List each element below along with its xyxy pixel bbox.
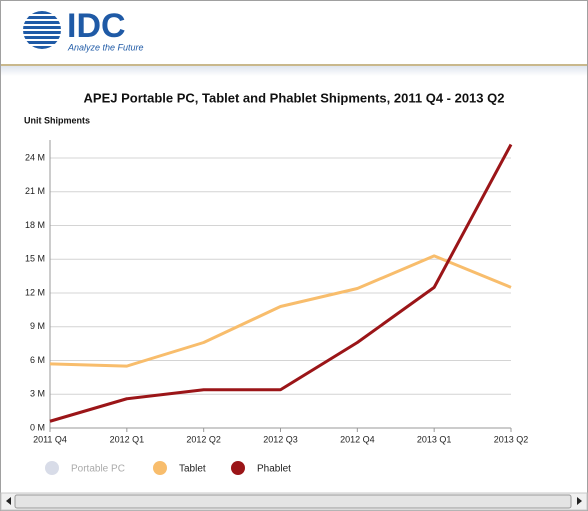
chart-title: APEJ Portable PC, Tablet and Phablet Shi… [84, 90, 505, 105]
y-tick-label: 21 M [25, 186, 45, 196]
series-line [49, 143, 513, 423]
logo: IDC Analyze the Future [23, 7, 144, 52]
x-tick-label: 2012 Q3 [263, 434, 298, 444]
scroll-right[interactable] [577, 497, 582, 505]
header-band [1, 66, 587, 76]
scroll-left[interactable] [6, 497, 11, 505]
x-tick-label: 2011 Q4 [33, 434, 67, 444]
legend-swatch [231, 461, 245, 475]
y-axis-title: Unit Shipments [24, 115, 90, 125]
x-tick-label: 2012 Q4 [340, 434, 375, 444]
y-tick-label: 24 M [25, 152, 45, 162]
legend-label: Tablet [179, 464, 206, 475]
x-tick-label: 2012 Q2 [186, 434, 221, 444]
x-tick-label: 2012 Q1 [110, 434, 145, 444]
legend-swatch [45, 461, 59, 475]
tagline: Analyze the Future [67, 42, 144, 52]
y-tick-label: 0 M [30, 422, 45, 432]
y-tick-label: 6 M [30, 355, 45, 365]
scrollbar[interactable] [0, 492, 588, 511]
brand: IDC [67, 7, 126, 45]
series-line [49, 254, 512, 368]
legend-swatch [153, 461, 167, 475]
y-tick-label: 9 M [30, 321, 45, 331]
y-tick-label: 15 M [25, 254, 45, 264]
header-rule [1, 64, 587, 66]
scroll-thumb[interactable] [14, 494, 572, 509]
y-tick-label: 3 M [30, 389, 45, 399]
plot: 0 M 3 M 6 M 9 M 12 M 15 M 18 M 21 M 24 M 2011 Q4 2… [25, 140, 528, 475]
x-tick-label: 2013 Q1 [417, 434, 452, 444]
y-tick-label: 12 M [25, 287, 45, 297]
y-tick-label: 18 M [25, 220, 45, 230]
legend-label: Portable PC [71, 464, 125, 475]
legend-label: Phablet [257, 464, 291, 475]
x-tick-label: 2013 Q2 [494, 434, 529, 444]
